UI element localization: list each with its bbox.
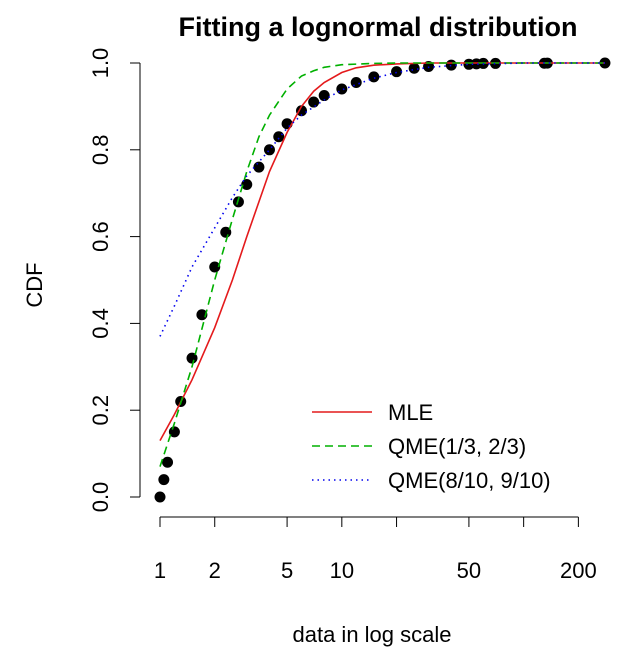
x-tick-label: 10 [330,558,354,583]
empirical-point [408,62,420,74]
empirical-point [599,57,611,69]
empirical-point [391,66,403,78]
empirical-point [186,352,198,364]
series-line-qme-1-3-2-3 [159,62,605,467]
empirical-point [445,59,457,71]
empirical-point [263,144,275,156]
axes: 1 2 5 10 50 200 0.0 0.2 0.4 0.6 0.8 1.0 [88,48,597,583]
chart-title: Fitting a lognormal distribution [179,12,578,42]
series-line-mle [159,62,605,441]
empirical-point [196,309,208,321]
x-axis-label: data in log scale [293,622,452,647]
legend-label: QME(8/10, 9/10) [388,468,551,493]
x-tick-label: 2 [209,558,221,583]
empirical-point [350,77,362,89]
y-tick-label: 1.0 [88,48,113,79]
empirical-point [162,456,174,468]
y-tick-label: 0.0 [88,482,113,513]
legend: MLE QME(1/3, 2/3) QME(8/10, 9/10) [312,400,551,493]
legend-label: QME(1/3, 2/3) [388,434,526,459]
x-tick-label: 50 [457,558,481,583]
empirical-point [154,491,166,503]
empirical-point [253,161,265,173]
y-tick-label: 0.2 [88,395,113,426]
legend-label: MLE [388,400,433,425]
y-tick-label: 0.6 [88,221,113,252]
x-tick-label: 1 [154,558,166,583]
empirical-point [209,261,221,273]
x-tick-label: 5 [281,558,293,583]
y-tick-label: 0.8 [88,135,113,166]
empirical-point [308,96,320,108]
empirical-point [241,179,253,191]
y-tick-label: 0.4 [88,308,113,339]
empirical-point [158,474,170,486]
series-line-qme-8-10-9-10 [159,62,605,337]
y-axis-label: CDF [22,262,47,307]
empirical-point [318,90,330,102]
plot-area [154,57,611,503]
empirical-point [295,105,307,117]
empirical-point [336,83,348,95]
empirical-point [281,118,293,130]
x-tick-label: 200 [560,558,597,583]
empirical-point [368,71,380,83]
